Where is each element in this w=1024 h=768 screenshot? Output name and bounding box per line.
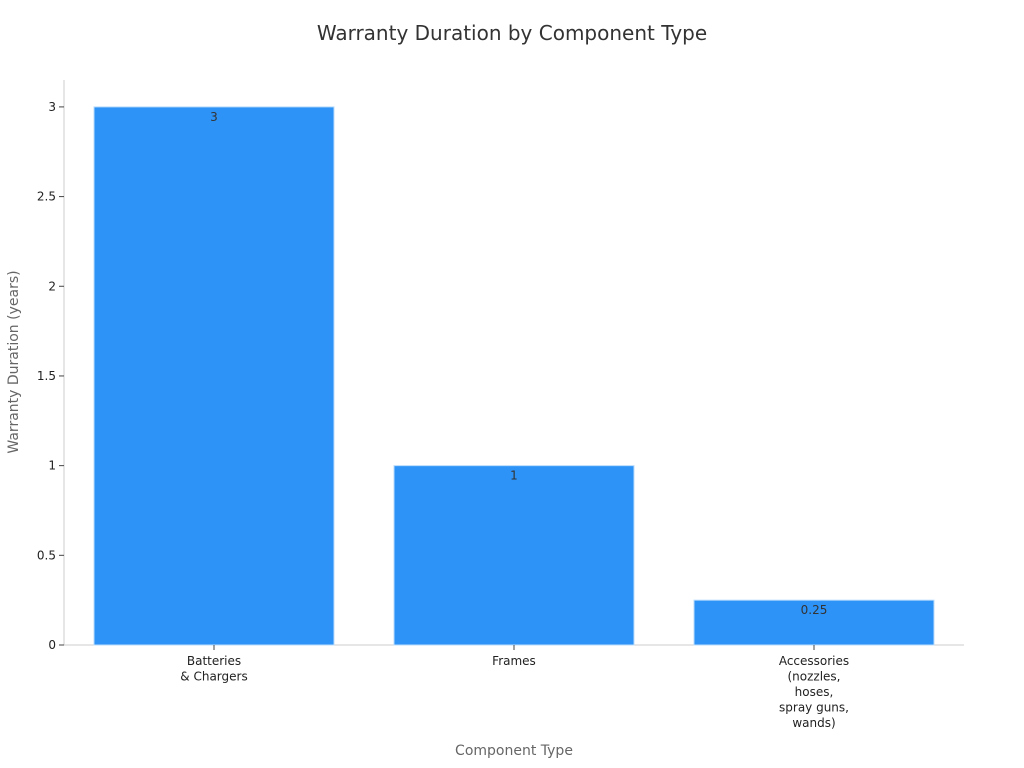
bar (393, 465, 635, 646)
x-tick-label: hoses, (795, 685, 834, 699)
x-tick-label: Batteries (187, 654, 241, 668)
y-tick-label: 2.5 (37, 190, 56, 204)
bar-value-label: 0.25 (801, 603, 828, 617)
y-tick-label: 0.5 (37, 548, 56, 562)
bar-value-label: 1 (510, 469, 518, 483)
y-tick-label: 0 (48, 638, 56, 652)
x-tick-label: & Chargers (180, 670, 247, 684)
y-tick-label: 2 (48, 279, 56, 293)
chart-title: Warranty Duration by Component Type (317, 21, 707, 45)
bar (93, 106, 335, 646)
plot-area: 0 0.5 1 1.5 2 2.5 3 3 Batteries & Chargers 1 Frames… (37, 80, 964, 730)
x-tick-label: (nozzles, (787, 670, 840, 684)
y-tick-label: 3 (48, 100, 56, 114)
x-axis-title: Component Type (455, 743, 573, 759)
y-axis-title: Warranty Duration (years) (6, 270, 22, 453)
bar-value-label: 3 (210, 110, 218, 124)
y-tick-label: 1 (48, 459, 56, 473)
x-tick-label: Accessories (779, 654, 849, 668)
x-tick-label: spray guns, (779, 701, 849, 715)
x-tick-label: Frames (492, 654, 536, 668)
y-tick-label: 1.5 (37, 369, 56, 383)
x-tick-label: wands) (792, 716, 835, 730)
bar (693, 599, 935, 646)
